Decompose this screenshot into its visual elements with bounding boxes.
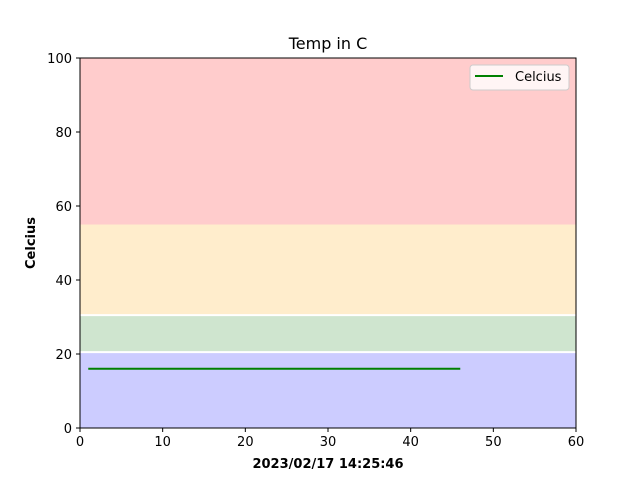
legend-box: [469, 64, 570, 91]
x-axis-label: 2023/02/17 14:25:46: [252, 457, 403, 472]
x-tick-label-10: 10: [154, 435, 171, 450]
y-axis-ticks: 0 20 40 60 80 100: [47, 52, 80, 437]
band-1: [80, 315, 576, 353]
x-tick-label-60: 60: [568, 435, 585, 450]
x-tick-label-0: 0: [76, 435, 84, 450]
y-tick-label-60: 60: [55, 200, 72, 215]
y-axis-label: Celcius: [24, 217, 39, 269]
x-axis-ticks: 0 10 20 30 40 50 60: [76, 428, 584, 450]
legend: Celcius: [469, 64, 570, 91]
y-tick-label-100: 100: [47, 52, 72, 67]
x-tick-label-40: 40: [402, 435, 419, 450]
band-0: [80, 352, 576, 428]
x-tick-label-20: 20: [237, 435, 254, 450]
chart-title: Temp in C: [288, 34, 368, 53]
background-bands: [80, 58, 576, 428]
x-tick-label-50: 50: [485, 435, 502, 450]
y-tick-label-0: 0: [64, 422, 72, 437]
legend-label-celcius: Celcius: [515, 70, 562, 85]
x-tick-label-30: 30: [320, 435, 337, 450]
y-tick-label-20: 20: [55, 348, 72, 363]
y-tick-label-40: 40: [55, 274, 72, 289]
y-tick-label-80: 80: [55, 126, 72, 141]
band-2: [80, 224, 576, 316]
